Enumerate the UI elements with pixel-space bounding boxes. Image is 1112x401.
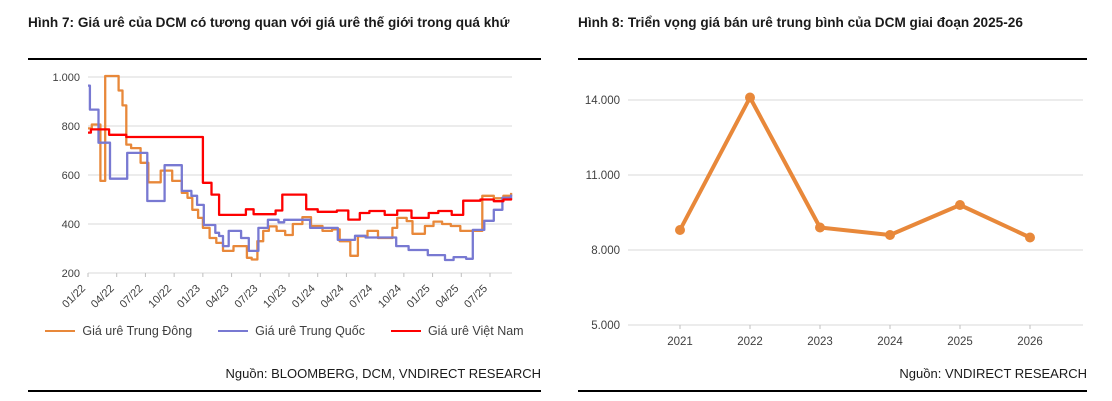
legend-label: Giá urê Trung Quốc	[255, 324, 365, 338]
x-tick-label: 2026	[1017, 336, 1043, 348]
figure7-title: Hình 7: Giá urê của DCM có tương quan vớ…	[28, 15, 510, 30]
figure7-source: Nguồn: BLOOMBERG, DCM, VNDIRECT RESEARCH	[225, 366, 541, 381]
legend-swatch	[45, 330, 76, 332]
data-point-marker	[885, 230, 895, 240]
figure8-title: Hình 8: Triển vọng giá bán urê trung bìn…	[578, 15, 1023, 30]
data-point-marker	[675, 225, 685, 235]
legend-item: Giá urê Trung Quốc	[218, 324, 365, 338]
x-tick-label: 2023	[807, 336, 833, 348]
series-line	[88, 74, 513, 261]
x-tick-label: 07/25	[462, 283, 490, 310]
series-line	[88, 128, 513, 221]
y-tick-label: 1.000	[52, 72, 80, 84]
x-tick-label: 04/24	[319, 283, 347, 310]
figure8-panel: Hình 8: Triển vọng giá bán urê trung bìn…	[578, 14, 1087, 392]
y-tick-label: 11.000	[586, 170, 620, 182]
x-tick-label: 10/22	[146, 283, 174, 310]
x-tick-label: 01/25	[405, 283, 433, 310]
urea-price-outlook-chart: 5.000 8.000 11.000 14.000 2021 2022 2023 2024 20…	[585, 92, 1083, 348]
legend-swatch	[218, 330, 249, 332]
y-tick-label: 600	[62, 170, 80, 182]
data-point-marker	[745, 92, 755, 103]
x-tick-label: 2022	[737, 336, 763, 348]
x-tick-label: 01/24	[290, 283, 318, 310]
x-tick-label: 07/22	[118, 283, 146, 310]
x-tick-label: 04/25	[433, 283, 461, 310]
x-tick-label: 01/23	[175, 283, 203, 310]
y-tick-label: 5.000	[591, 320, 620, 332]
legend-label: Giá urê Việt Nam	[427, 324, 524, 338]
legend-item: Giá urê Việt Nam	[390, 324, 524, 338]
figure8-top-rule	[578, 58, 1087, 60]
x-tick-label: 01/22	[60, 283, 88, 310]
data-point-marker	[1025, 232, 1035, 243]
figure7-chart-wrap: 200 400 600 800 1.000 01/22 04/22 07/22 10/22 01/…	[28, 60, 541, 315]
data-point-marker	[815, 222, 825, 233]
x-tick-label: 2025	[947, 336, 973, 348]
series-line	[88, 84, 513, 262]
x-tick-label: 07/24	[347, 283, 375, 310]
legend-item: Giá urê Trung Đông	[45, 324, 192, 338]
y-tick-label: 200	[62, 268, 80, 280]
figure7-panel: Hình 7: Giá urê của DCM có tương quan vớ…	[28, 14, 541, 392]
figure7-legend: Giá urê Trung Đông Giá urê Trung Quốc Giá …	[28, 321, 541, 341]
y-tick-label: 800	[62, 121, 80, 133]
legend-label: Giá urê Trung Đông	[82, 324, 193, 338]
y-tick-label: 8.000	[591, 245, 620, 257]
legend-swatch	[390, 330, 421, 332]
x-tick-label: 07/23	[232, 283, 260, 310]
y-tick-label: 400	[62, 219, 80, 231]
data-point-marker	[955, 200, 965, 210]
series-line	[678, 95, 1031, 240]
x-tick-label: 10/24	[376, 283, 404, 310]
figure7-top-rule	[28, 58, 541, 60]
figure8-source: Nguồn: VNDIRECT RESEARCH	[899, 366, 1087, 381]
x-tick-label: 10/23	[261, 283, 289, 310]
x-tick-label: 2021	[667, 336, 693, 348]
y-tick-label: 14.000	[585, 95, 620, 107]
x-tick-label: 2024	[877, 336, 903, 348]
x-tick-label: 04/23	[204, 283, 232, 310]
x-tick-label: 04/22	[89, 283, 117, 310]
figure8-chart-wrap: 5.000 8.000 11.000 14.000 2021 2022 2023 2024 20…	[578, 60, 1087, 362]
